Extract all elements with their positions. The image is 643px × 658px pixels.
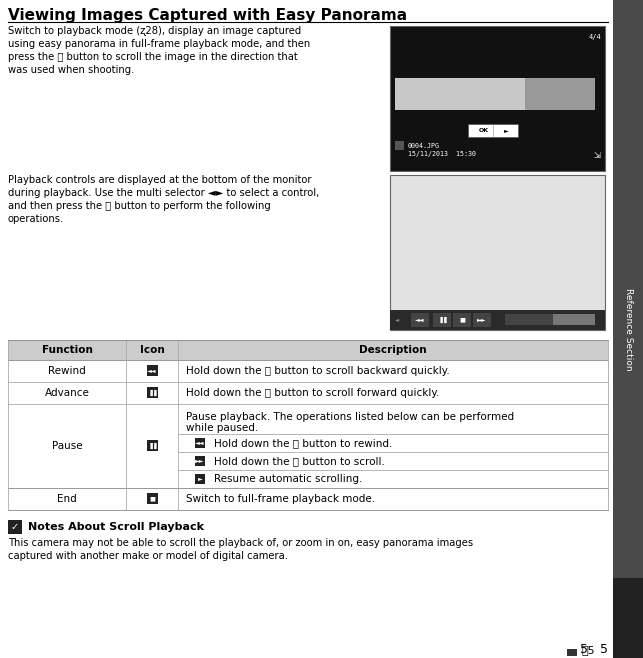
- Bar: [525, 78, 595, 110]
- Text: ◄◄: ◄◄: [147, 368, 157, 373]
- Bar: [395, 78, 525, 110]
- Bar: [433, 313, 451, 327]
- Text: OK: OK: [479, 128, 489, 133]
- Text: Advance: Advance: [44, 388, 89, 398]
- Text: Pause playback. The operations listed below can be performed: Pause playback. The operations listed be…: [186, 412, 514, 422]
- Text: This camera may not be able to scroll the playback of, or zoom in on, easy panor: This camera may not be able to scroll th…: [8, 538, 473, 547]
- Text: press the Ⓚ button to scroll the image in the direction that: press the Ⓚ button to scroll the image i…: [8, 52, 298, 62]
- Text: ▐▐: ▐▐: [147, 443, 157, 449]
- Bar: [473, 313, 491, 327]
- Text: Description: Description: [359, 345, 427, 355]
- Bar: [613, 0, 643, 657]
- Text: operations.: operations.: [8, 214, 64, 224]
- Text: Hold down the Ⓚ button to scroll forward quickly.: Hold down the Ⓚ button to scroll forward…: [186, 388, 439, 398]
- Bar: [147, 440, 158, 451]
- Text: ◄◄: ◄◄: [195, 440, 204, 445]
- Text: and then press the Ⓚ button to perform the following: and then press the Ⓚ button to perform t…: [8, 201, 271, 211]
- Bar: [453, 313, 471, 327]
- Text: ⇲: ⇲: [593, 151, 600, 160]
- Text: Hold down the Ⓚ button to scroll backward quickly.: Hold down the Ⓚ button to scroll backwar…: [186, 366, 449, 376]
- Bar: [147, 365, 158, 376]
- Text: 15/11/2013  15:30: 15/11/2013 15:30: [408, 151, 476, 157]
- Text: Hold down the Ⓚ button to rewind.: Hold down the Ⓚ button to rewind.: [214, 438, 392, 448]
- Text: Notes About Scroll Playback: Notes About Scroll Playback: [28, 522, 204, 532]
- Text: Playback controls are displayed at the bottom of the monitor: Playback controls are displayed at the b…: [8, 175, 311, 185]
- Text: ■: ■: [149, 496, 155, 501]
- Text: End: End: [57, 494, 77, 504]
- Bar: [613, 578, 643, 657]
- Text: Pause: Pause: [51, 441, 82, 451]
- Text: was used when shooting.: was used when shooting.: [8, 65, 134, 75]
- Bar: [567, 649, 577, 655]
- Text: ►►: ►►: [195, 458, 204, 463]
- Text: ✓: ✓: [11, 522, 19, 532]
- Text: ◄: ◄: [395, 317, 399, 322]
- Text: Switch to playback mode (ʐ28), display an image captured: Switch to playback mode (ʐ28), display a…: [8, 26, 302, 36]
- Text: ■: ■: [459, 317, 465, 322]
- Bar: [8, 520, 22, 534]
- Text: ►: ►: [503, 128, 509, 133]
- Text: 5: 5: [580, 643, 588, 656]
- Bar: [147, 388, 158, 398]
- Text: using easy panorama in full-frame playback mode, and then: using easy panorama in full-frame playba…: [8, 39, 311, 49]
- Text: Icon: Icon: [140, 345, 165, 355]
- Text: ►►: ►►: [477, 317, 487, 322]
- Bar: [390, 310, 605, 330]
- Text: 🏎5: 🏎5: [581, 645, 595, 655]
- Bar: [395, 141, 404, 150]
- Text: Function: Function: [42, 345, 93, 355]
- Text: Rewind: Rewind: [48, 366, 86, 376]
- Text: 4/4: 4/4: [588, 34, 601, 40]
- Text: Reference Section: Reference Section: [624, 288, 633, 370]
- Text: Hold down the Ⓚ button to scroll.: Hold down the Ⓚ button to scroll.: [214, 456, 385, 466]
- Bar: [195, 474, 205, 484]
- Bar: [195, 438, 205, 447]
- Text: while paused.: while paused.: [186, 423, 258, 433]
- Text: 0004.JPG: 0004.JPG: [408, 143, 440, 149]
- Bar: [505, 314, 595, 325]
- Text: ▐▐: ▐▐: [437, 316, 447, 323]
- Text: ►: ►: [197, 476, 203, 481]
- Bar: [411, 313, 429, 327]
- Bar: [195, 456, 205, 466]
- Text: captured with another make or model of digital camera.: captured with another make or model of d…: [8, 551, 288, 561]
- Bar: [505, 314, 553, 325]
- Bar: [147, 494, 158, 504]
- Text: 5: 5: [600, 643, 608, 656]
- Text: Switch to full-frame playback mode.: Switch to full-frame playback mode.: [186, 494, 375, 504]
- Text: ◄◄: ◄◄: [415, 317, 425, 322]
- Text: Viewing Images Captured with Easy Panorama: Viewing Images Captured with Easy Panora…: [8, 8, 407, 23]
- Bar: [390, 26, 605, 171]
- Text: during playback. Use the multi selector ◄► to select a control,: during playback. Use the multi selector …: [8, 188, 320, 198]
- Text: Resume automatic scrolling.: Resume automatic scrolling.: [214, 474, 363, 484]
- Bar: [8, 340, 608, 360]
- Bar: [468, 124, 518, 137]
- Bar: [390, 175, 605, 330]
- Text: ▐▐: ▐▐: [147, 390, 157, 396]
